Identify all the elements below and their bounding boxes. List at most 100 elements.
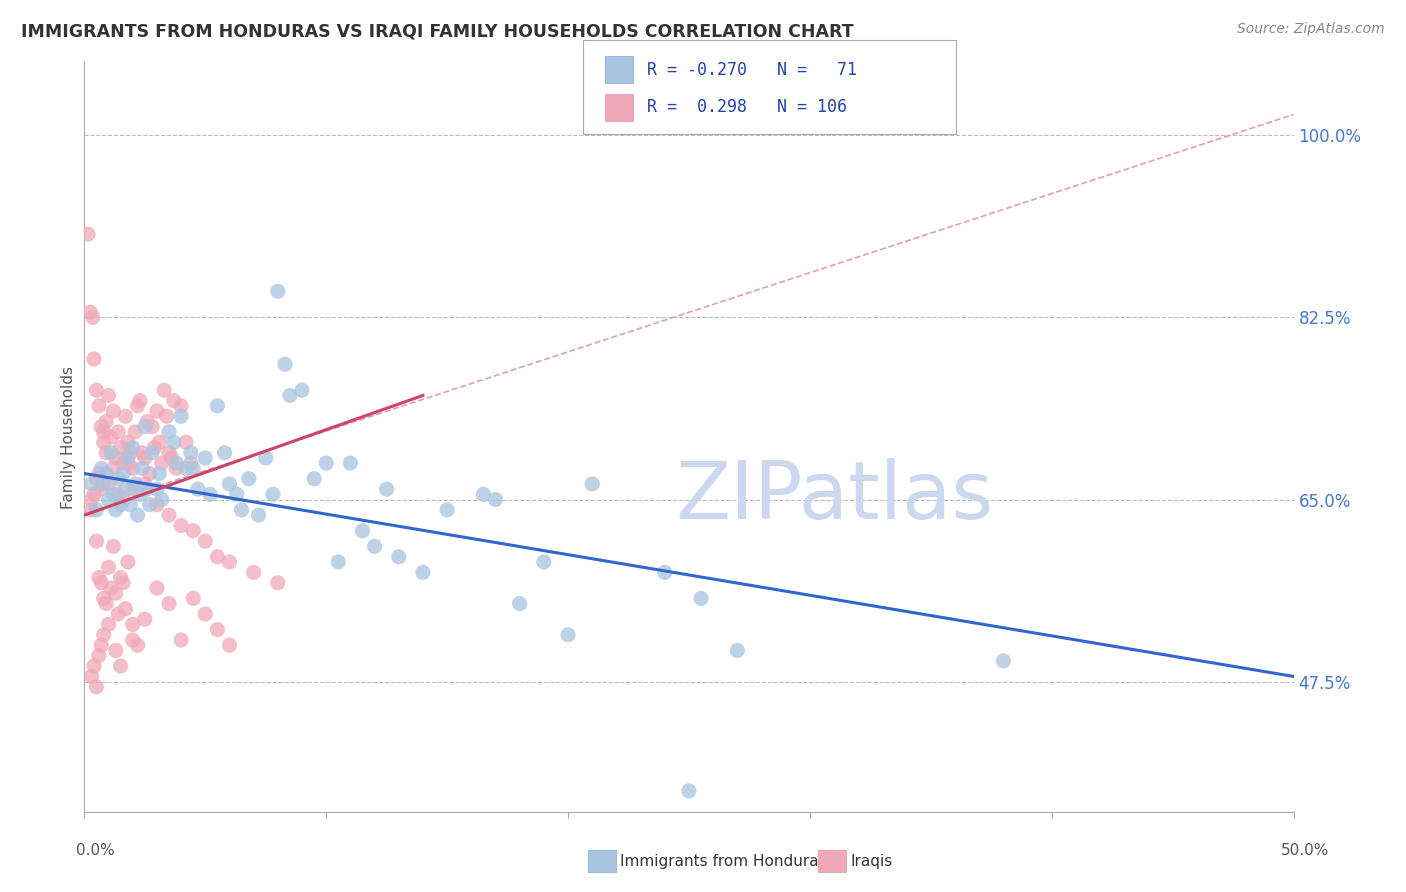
- Point: [187, 482, 209, 496]
- Point: [83, 487, 105, 501]
- Point: [103, 404, 125, 418]
- Point: [90, 482, 112, 496]
- Point: [141, 419, 163, 434]
- Point: [94, 467, 117, 481]
- Point: [181, 524, 204, 538]
- Point: [90, 461, 112, 475]
- Point: [207, 399, 229, 413]
- Point: [103, 539, 125, 553]
- Point: [127, 638, 149, 652]
- Point: [110, 498, 132, 512]
- Point: [117, 435, 139, 450]
- Point: [218, 638, 240, 652]
- Point: [141, 445, 163, 460]
- Point: [121, 441, 143, 455]
- Point: [104, 586, 127, 600]
- Point: [247, 508, 270, 523]
- Point: [218, 555, 240, 569]
- Point: [153, 383, 176, 397]
- Point: [80, 492, 103, 507]
- Point: [180, 445, 202, 460]
- Point: [112, 456, 135, 470]
- Y-axis label: Family Households: Family Households: [60, 366, 76, 508]
- Point: [94, 445, 117, 460]
- Point: [170, 409, 193, 424]
- Point: [80, 503, 103, 517]
- Point: [97, 617, 120, 632]
- Point: [77, 227, 100, 241]
- Point: [174, 435, 197, 450]
- Point: [87, 467, 110, 481]
- Point: [267, 285, 290, 299]
- Point: [90, 638, 112, 652]
- Point: [94, 597, 117, 611]
- Point: [87, 571, 110, 585]
- Point: [104, 643, 127, 657]
- Point: [238, 472, 260, 486]
- Point: [207, 623, 229, 637]
- Point: [136, 482, 159, 496]
- Point: [581, 476, 603, 491]
- Point: [155, 409, 177, 424]
- Point: [315, 456, 337, 470]
- Point: [112, 575, 135, 590]
- Point: [120, 498, 142, 512]
- Point: [472, 487, 495, 501]
- Point: [163, 435, 186, 450]
- Point: [97, 560, 120, 574]
- Point: [129, 393, 152, 408]
- Text: IMMIGRANTS FROM HONDURAS VS IRAQI FAMILY HOUSEHOLDS CORRELATION CHART: IMMIGRANTS FROM HONDURAS VS IRAQI FAMILY…: [21, 22, 853, 40]
- Point: [83, 659, 105, 673]
- Point: [104, 450, 127, 465]
- Point: [83, 351, 105, 366]
- Point: [165, 456, 187, 470]
- Point: [114, 409, 136, 424]
- Point: [339, 456, 361, 470]
- Text: ZIPatlas: ZIPatlas: [675, 458, 993, 536]
- Point: [181, 461, 204, 475]
- Point: [291, 383, 314, 397]
- Text: Iraqis: Iraqis: [851, 855, 893, 869]
- Point: [993, 654, 1015, 668]
- Point: [112, 467, 135, 481]
- Point: [194, 450, 217, 465]
- Point: [100, 581, 122, 595]
- Point: [121, 617, 143, 632]
- Point: [103, 487, 125, 501]
- Point: [86, 383, 108, 397]
- Point: [725, 643, 748, 657]
- Point: [97, 388, 120, 402]
- Point: [436, 503, 458, 517]
- Point: [103, 461, 125, 475]
- Point: [79, 305, 101, 319]
- Point: [87, 648, 110, 663]
- Point: [117, 450, 139, 465]
- Point: [363, 539, 385, 553]
- Point: [94, 414, 117, 428]
- Point: [117, 555, 139, 569]
- Point: [93, 476, 115, 491]
- Point: [107, 472, 129, 486]
- Point: [100, 445, 122, 460]
- Point: [484, 492, 506, 507]
- Point: [157, 508, 180, 523]
- Point: [148, 467, 170, 481]
- Point: [138, 467, 160, 481]
- Point: [242, 566, 264, 580]
- Point: [97, 492, 120, 507]
- Point: [170, 518, 193, 533]
- Point: [150, 492, 173, 507]
- Point: [157, 597, 180, 611]
- Point: [86, 534, 108, 549]
- Point: [194, 534, 217, 549]
- Point: [225, 487, 247, 501]
- Text: Immigrants from Honduras: Immigrants from Honduras: [620, 855, 827, 869]
- Point: [174, 461, 197, 475]
- Text: Source: ZipAtlas.com: Source: ZipAtlas.com: [1237, 22, 1385, 37]
- Point: [194, 607, 217, 621]
- Text: 0.0%: 0.0%: [76, 843, 115, 858]
- Point: [134, 612, 156, 626]
- Point: [328, 555, 350, 569]
- Point: [690, 591, 713, 606]
- Point: [112, 492, 135, 507]
